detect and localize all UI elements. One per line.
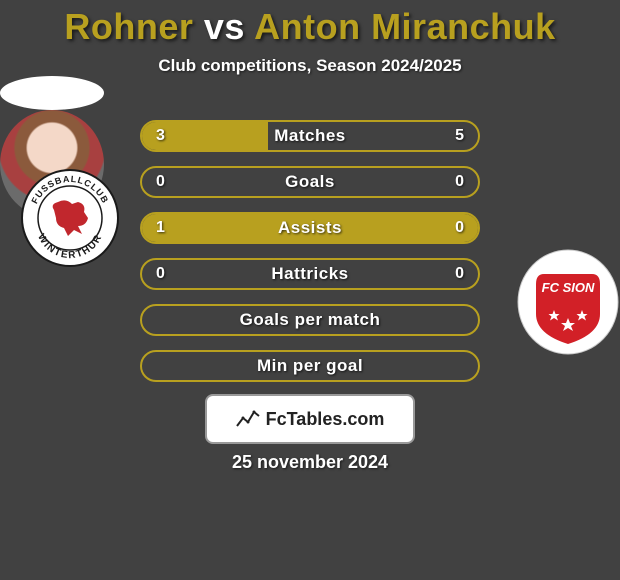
stat-row: Goals per match [140, 304, 480, 336]
stat-row: Assists1 0 [140, 212, 480, 244]
stat-label: Goals per match [142, 306, 478, 334]
player-left-photo [0, 76, 104, 110]
chart-icon [236, 410, 260, 428]
stat-left-value: 0 [156, 168, 165, 196]
club-right-label: FC SION [542, 280, 595, 295]
stat-label: Hattricks [142, 260, 478, 288]
stat-row: Matches3 5 [140, 120, 480, 152]
stat-row: Hattricks0 0 [140, 258, 480, 290]
stats-container: Matches35Goals00Assists10Hattricks00Goal… [140, 120, 480, 396]
stat-row: Goals0 0 [140, 166, 480, 198]
attribution-badge: FcTables.com [205, 394, 415, 444]
stat-left-value: 0 [156, 260, 165, 288]
club-right-badge: FC SION [516, 248, 620, 356]
date-text: 25 november 2024 [0, 452, 620, 473]
stat-label: Min per goal [142, 352, 478, 380]
stat-label: Assists [142, 214, 478, 242]
title-vs: vs [204, 6, 245, 47]
stat-label: Goals [142, 168, 478, 196]
title-player-left: Rohner [64, 6, 193, 47]
stat-left-value: 1 [156, 214, 165, 242]
stat-right-value: 0 [455, 168, 464, 196]
club-left-badge: FUSSBALLCLUB WINTERTHUR [20, 168, 120, 268]
stat-row: Min per goal [140, 350, 480, 382]
stat-right-value: 5 [455, 122, 464, 150]
stat-right-value: 0 [455, 260, 464, 288]
comparison-title: Rohner vs Anton Miranchuk [0, 0, 620, 48]
stat-label: Matches [142, 122, 478, 150]
stat-right-value: 0 [455, 214, 464, 242]
title-player-right: Anton Miranchuk [254, 6, 556, 47]
comparison-subtitle: Club competitions, Season 2024/2025 [0, 56, 620, 76]
stat-left-value: 3 [156, 122, 165, 150]
attribution-text: FcTables.com [266, 409, 385, 430]
